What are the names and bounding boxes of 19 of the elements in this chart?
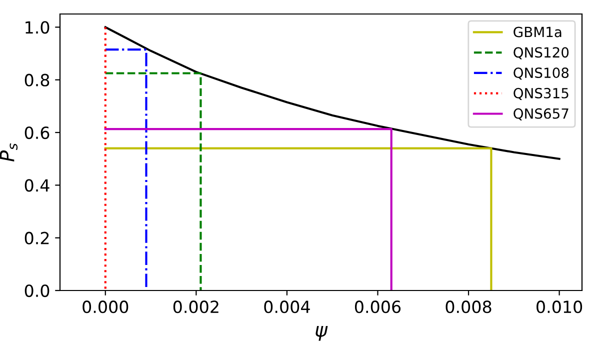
x-tick-label: 0.000 bbox=[82, 300, 128, 314]
y-tick-label: 0.8 bbox=[24, 74, 50, 86]
x-tick-label: 0.010 bbox=[536, 300, 582, 314]
y-tick-label: 0.4 bbox=[24, 179, 50, 192]
legend-label: GBM1a bbox=[514, 26, 562, 38]
legend-label: QNS315 bbox=[514, 88, 568, 100]
x-axis-title: ψ bbox=[316, 326, 328, 341]
y-axis-title: P$_{s}$ bbox=[0, 143, 18, 162]
x-tick-label: 0.002 bbox=[173, 300, 218, 314]
y-tick-label: 0.0 bbox=[24, 284, 50, 298]
x-tick-label: 0.004 bbox=[264, 300, 310, 314]
x-tick-label: 0.006 bbox=[354, 300, 401, 314]
y-tick-label: 1.0 bbox=[26, 21, 50, 34]
legend-label: QNS120 bbox=[514, 47, 569, 60]
legend-label: QNS108 bbox=[514, 68, 569, 80]
y-tick-label: 0.2 bbox=[24, 232, 49, 244]
y-tick-label: 0.6 bbox=[24, 126, 50, 140]
legend-label: QNS657 bbox=[514, 108, 568, 120]
x-tick-label: 0.008 bbox=[446, 300, 492, 314]
